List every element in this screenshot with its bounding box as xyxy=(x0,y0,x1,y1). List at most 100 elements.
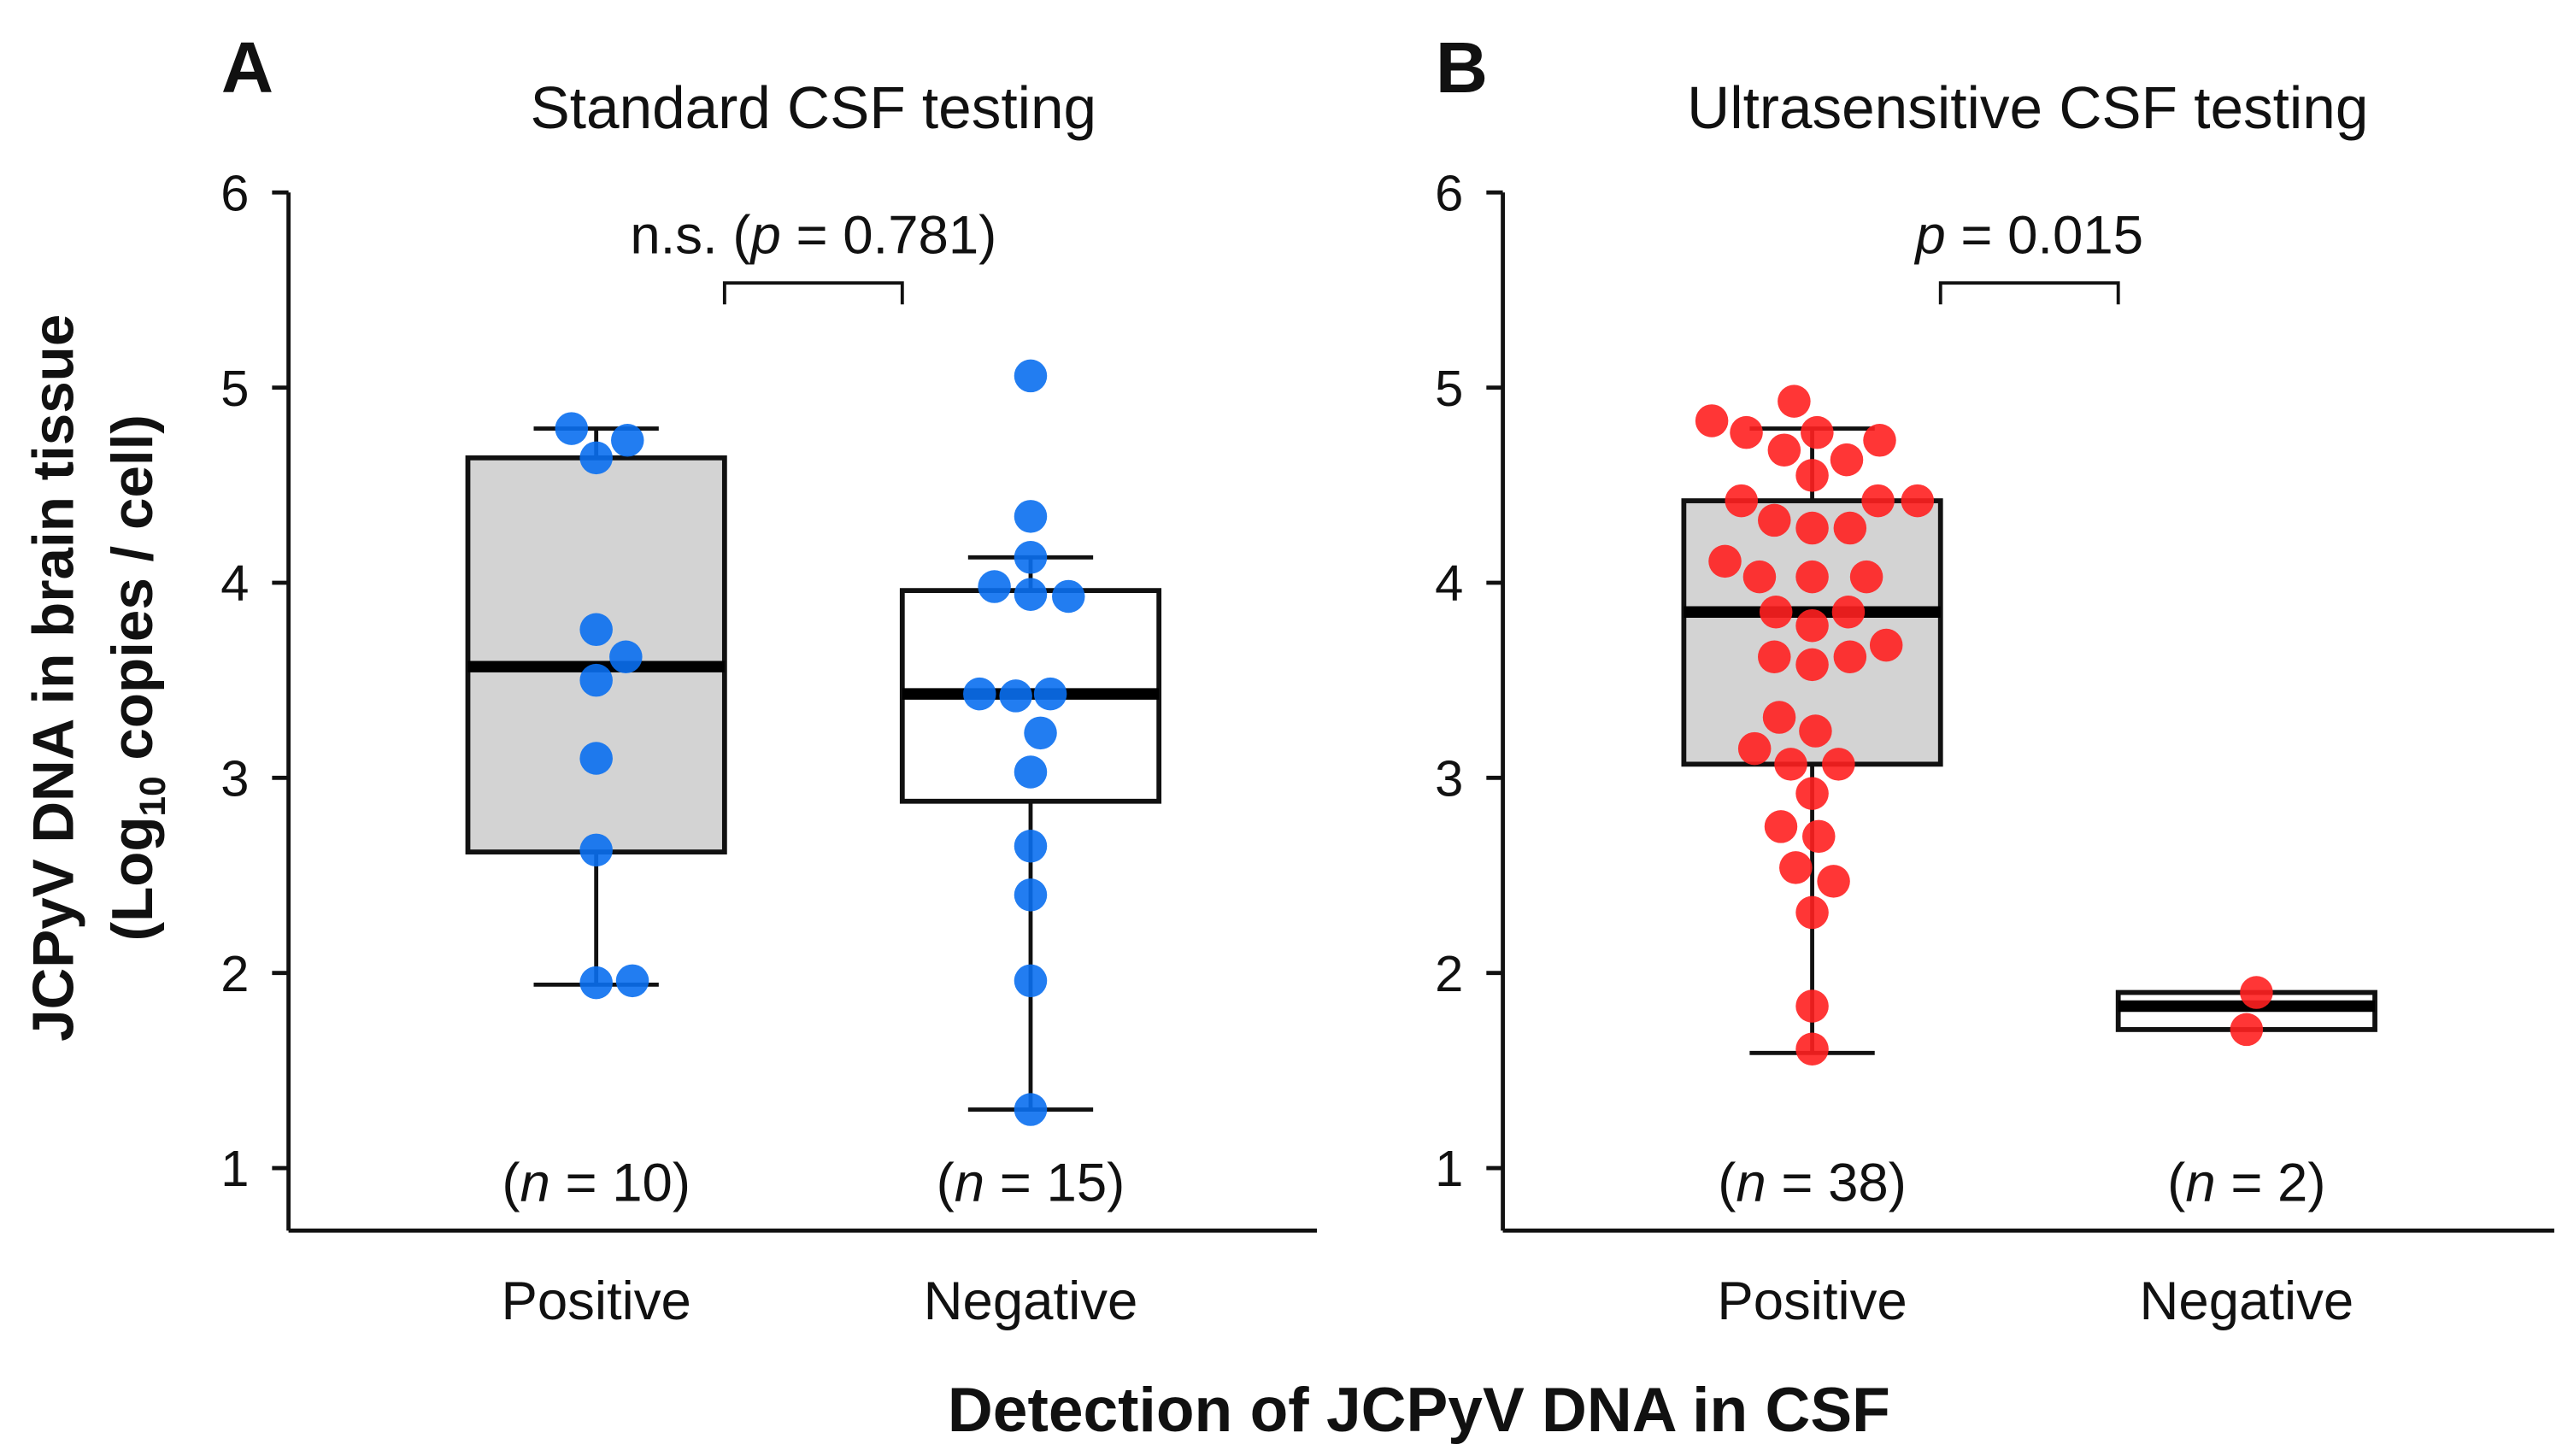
data-point xyxy=(1764,810,1798,843)
data-point xyxy=(1795,989,1829,1023)
data-point xyxy=(1833,640,1867,674)
data-point xyxy=(1779,851,1813,884)
data-point xyxy=(1695,404,1729,437)
data-point xyxy=(1762,701,1796,734)
data-point xyxy=(555,412,589,445)
y-tick-label: 1 xyxy=(1435,1140,1463,1197)
x-category-label: Negative xyxy=(2140,1271,2354,1331)
data-point xyxy=(1833,511,1867,545)
panel-letter: A xyxy=(221,26,273,108)
data-point xyxy=(1758,640,1791,674)
n-symbol: n xyxy=(1736,1153,1766,1213)
data-point xyxy=(1817,865,1850,898)
data-point xyxy=(2230,1013,2264,1047)
data-point xyxy=(1014,1093,1048,1126)
n-value: = 38) xyxy=(1766,1153,1907,1213)
significance-bracket xyxy=(1938,281,2120,305)
data-point xyxy=(1014,359,1048,393)
y-tick-label: 6 xyxy=(220,164,249,221)
y-tick-label: 6 xyxy=(1435,164,1463,221)
data-point xyxy=(1801,415,1834,449)
data-point xyxy=(579,966,613,1000)
x-category-label: Positive xyxy=(501,1271,690,1331)
data-point xyxy=(1725,484,1759,518)
data-point xyxy=(579,613,613,647)
p-value-label: n.s. (p = 0.781) xyxy=(630,205,996,266)
data-point xyxy=(1795,511,1829,545)
n-value: = 15) xyxy=(984,1153,1125,1213)
y-axis-label-line2: (Log10 copies / cell) xyxy=(101,414,173,941)
y-tick-label: 1 xyxy=(220,1140,249,1197)
data-point xyxy=(1795,560,1829,594)
data-point xyxy=(1861,484,1895,518)
data-point xyxy=(1014,578,1048,611)
data-point xyxy=(1014,500,1048,533)
panel-b: B Ultrasensitive CSF testing 1 2 3 4 5 6 p = 0.0… xyxy=(1435,26,2554,1331)
data-point xyxy=(615,964,649,998)
y-axis-label-line1: JCPyV DNA in brain tissue xyxy=(21,314,85,1042)
data-point xyxy=(1795,777,1829,810)
n-label: (n = 38) xyxy=(1718,1153,1907,1213)
n-symbol: n xyxy=(2185,1153,2215,1213)
data-point xyxy=(579,663,613,697)
data-point xyxy=(1758,503,1791,537)
p-symbol: p xyxy=(1913,205,1945,266)
data-point xyxy=(1014,541,1048,574)
iqr-box xyxy=(465,455,727,855)
data-point xyxy=(2240,976,2273,1009)
box-group-positive xyxy=(1681,385,1943,1066)
data-point xyxy=(1774,748,1807,781)
panel-title: Standard CSF testing xyxy=(531,74,1097,141)
data-point xyxy=(978,570,1011,603)
p-prefix: n.s. ( xyxy=(630,205,750,266)
data-point xyxy=(1795,648,1829,682)
data-point xyxy=(1014,964,1048,998)
n-symbol: n xyxy=(520,1153,549,1213)
p-suffix: = 0.015 xyxy=(1946,205,2143,266)
data-point xyxy=(1759,595,1793,629)
p-suffix: = 0.781) xyxy=(781,205,996,266)
data-point xyxy=(1795,608,1829,643)
data-point xyxy=(579,441,613,475)
n-symbol: n xyxy=(955,1153,984,1213)
significance-bracket xyxy=(722,281,904,305)
n-value: = 10) xyxy=(550,1153,690,1213)
data-point xyxy=(1849,560,1883,594)
n-label: (n = 10) xyxy=(502,1153,690,1213)
x-axis-label: Detection of JCPyV DNA in CSF xyxy=(948,1375,1890,1445)
y-tick-label: 2 xyxy=(220,945,249,1002)
n-open: ( xyxy=(1718,1153,1736,1213)
data-point xyxy=(1795,1032,1829,1066)
box-group-negative xyxy=(2115,976,2377,1047)
data-point xyxy=(1802,819,1836,854)
y-tick-label: 5 xyxy=(1435,360,1463,417)
x-category-label: Positive xyxy=(1717,1271,1907,1331)
x-category-label: Negative xyxy=(924,1271,1138,1331)
p-symbol: p xyxy=(749,205,781,266)
data-point xyxy=(579,833,613,867)
data-point xyxy=(1052,579,1085,614)
data-point xyxy=(611,424,644,457)
n-label: (n = 2) xyxy=(2167,1153,2325,1213)
data-point xyxy=(1830,443,1864,477)
data-point xyxy=(1863,424,1896,457)
data-point xyxy=(1778,385,1811,418)
data-point xyxy=(1742,560,1777,594)
n-value: = 2) xyxy=(2216,1153,2326,1213)
data-point xyxy=(579,742,613,775)
y-tick-label: 4 xyxy=(1435,555,1463,612)
data-point xyxy=(1737,731,1772,766)
y-tick-label: 2 xyxy=(1435,945,1463,1002)
data-point xyxy=(1799,714,1832,748)
y-tick-label: 3 xyxy=(1435,750,1463,807)
box-group-negative xyxy=(899,359,1162,1126)
data-point xyxy=(1033,677,1067,711)
p-value-label: p = 0.015 xyxy=(1913,205,2143,266)
data-point xyxy=(1869,628,1903,662)
data-point xyxy=(999,679,1032,713)
data-point xyxy=(1730,415,1763,449)
panel-a: A Standard CSF testing 1 2 3 4 5 6 n.s. (p = 0.7… xyxy=(220,26,1318,1331)
data-point xyxy=(1822,748,1855,781)
n-open: ( xyxy=(2167,1153,2185,1213)
